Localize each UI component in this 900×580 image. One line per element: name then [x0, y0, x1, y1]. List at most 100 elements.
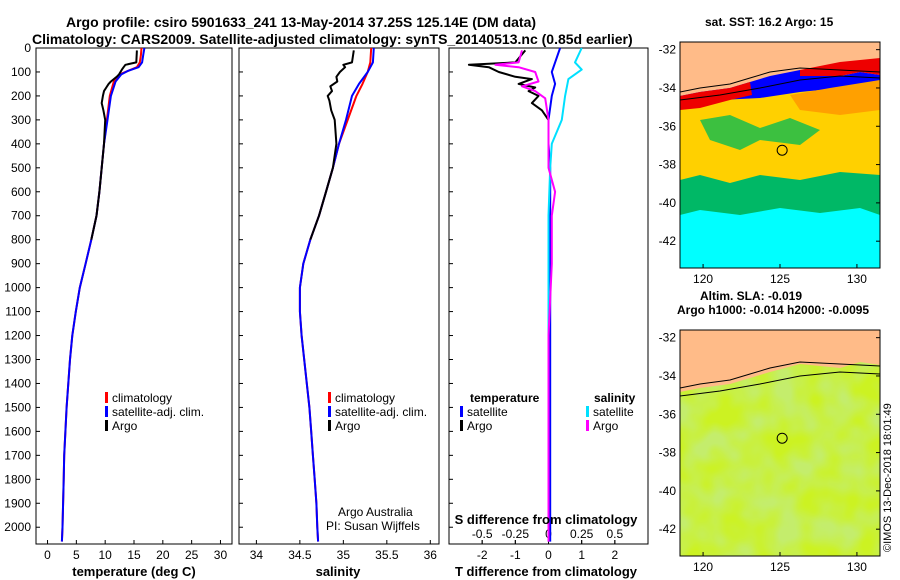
depth-tick-label: 200 [11, 89, 31, 103]
legend-label-sal-argo: Argo [593, 419, 619, 433]
depth-tick-label: 900 [11, 257, 31, 271]
temperature-panel: 0100200300400500600700800900100011001200… [4, 41, 233, 579]
figure-title-line-1: Argo profile: csiro 5901633_241 13-May-2… [66, 14, 536, 30]
salinity-panel: 34 34.5 35 35.5 36 salinity climatology sate… [238, 47, 440, 579]
x-tick-label: -0.25 [502, 527, 530, 541]
legend-swatch-argo [328, 420, 331, 431]
depth-tick-label: 400 [11, 137, 31, 151]
series-line-argo [90, 50, 138, 240]
series-line-salinity-argo [494, 50, 557, 542]
sla-map-panel: Altim. SLA: -0.019 Argo h1000: -0.014 h2… [659, 289, 881, 574]
lon-tick-label: 130 [847, 560, 867, 574]
depth-tick-label: 500 [11, 161, 31, 175]
salinity-axis-label: salinity [316, 564, 362, 579]
sla-longitude-ticks: 120 125 130 [693, 552, 867, 574]
legend-swatch-argo [105, 420, 108, 431]
sla-map-image [680, 330, 880, 556]
x-tick-label: 25 [185, 548, 199, 562]
depth-tick-label: 800 [11, 233, 31, 247]
depth-tick-label: 1800 [4, 472, 31, 486]
temperature-series [60, 47, 146, 542]
sla-map-title: Altim. SLA: -0.019 [700, 289, 802, 303]
lat-tick-label: -42 [659, 234, 677, 248]
depth-tick-label: 1400 [4, 376, 31, 390]
x-tick-label: 20 [156, 548, 170, 562]
x-tick-label: 0.5 [606, 527, 623, 541]
legend-label-climatology: climatology [335, 391, 395, 405]
depth-axis-ticks: 0 100 200 300 400 500 600 700 800 900 1000 1100 1200… [4, 41, 40, 534]
x-tick-label: 15 [127, 548, 141, 562]
depth-tick-label: 1100 [5, 305, 31, 319]
depth-tick-label: 1300 [4, 352, 31, 366]
lat-tick-label: -36 [659, 119, 677, 133]
x-tick-label: -1 [510, 548, 521, 562]
lon-tick-label: 130 [847, 272, 867, 286]
annotation-argo-australia: Argo Australia [338, 505, 413, 519]
x-tick-label: 1 [578, 548, 585, 562]
salinity-depth-ticks [239, 47, 243, 528]
x-tick-label: 36 [424, 548, 438, 562]
sla-map-subtitle: Argo h1000: -0.014 h2000: -0.0095 [677, 303, 869, 317]
x-tick-label: -2 [477, 548, 488, 562]
s-difference-axis-label: S difference from climatology [455, 512, 639, 527]
lat-tick-label: -38 [659, 446, 677, 460]
temperature-axis-ticks: 0 5 10 15 20 25 30 [44, 540, 227, 562]
temperature-legend: climatology satellite-adj. clim. Argo [105, 391, 204, 433]
legend-swatch-climatology [105, 392, 108, 403]
lat-tick-label: -32 [659, 43, 677, 57]
difference-panel: -2 -1 0 1 2 -0.5 -0.25 0 0.25 0.5 T difference f… [448, 47, 649, 579]
lon-tick-label: 120 [693, 560, 713, 574]
depth-tick-label: 1200 [4, 329, 31, 343]
argo-location-marker [776, 144, 788, 156]
x-tick-label: 2 [611, 548, 618, 562]
temperature-plot-frame [35, 47, 233, 545]
x-tick-label: 34 [250, 548, 264, 562]
annotation-pi-name: PI: Susan Wijffels [326, 519, 420, 533]
legend-label-temp-argo: Argo [467, 419, 493, 433]
legend-swatch-climatology [328, 392, 331, 403]
legend-header-salinity: salinity [594, 391, 636, 405]
depth-tick-label: 100 [11, 65, 31, 79]
depth-tick-label: 0 [24, 41, 31, 55]
x-tick-label: 5 [73, 548, 80, 562]
series-line-argo [309, 50, 355, 241]
legend-label-satellite: satellite-adj. clim. [335, 405, 427, 419]
depth-tick-label: 600 [11, 185, 31, 199]
legend-label-argo: Argo [335, 419, 361, 433]
salinity-axis-ticks: 34 34.5 35 35.5 36 [250, 540, 438, 562]
depth-tick-label: 1500 [4, 400, 31, 414]
lat-tick-label: -40 [659, 196, 677, 210]
lon-tick-label: 125 [770, 560, 790, 574]
sst-map-title: sat. SST: 16.2 Argo: 15 [705, 15, 834, 29]
legend-swatch-satellite [105, 406, 108, 417]
temperature-axis-label: temperature (deg C) [72, 564, 196, 579]
legend-label-temp-satellite: satellite [467, 405, 508, 419]
sla-latitude-ticks: -32 -34 -36 -38 -40 -42 [659, 331, 880, 536]
x-tick-label: 35 [337, 548, 351, 562]
difference-depth-ticks [449, 47, 453, 528]
legend-swatch-satellite [328, 406, 331, 417]
legend-label-argo: Argo [112, 419, 138, 433]
legend-swatch-sal-argo [586, 420, 589, 431]
lon-tick-label: 125 [770, 272, 790, 286]
x-tick-label: 35.5 [375, 548, 399, 562]
difference-series [467, 47, 583, 542]
depth-tick-label: 700 [11, 209, 31, 223]
depth-tick-label: 300 [11, 113, 31, 127]
x-tick-label: 0.25 [570, 527, 594, 541]
x-tick-label: -0.5 [472, 527, 493, 541]
lon-tick-label: 120 [693, 272, 713, 286]
salinity-plot-frame [238, 47, 440, 545]
temperature-difference-legend: temperature satellite Argo [460, 391, 540, 433]
x-tick-label: 30 [214, 548, 228, 562]
sst-latitude-ticks: -32 -34 -36 -38 -40 -42 [659, 43, 880, 248]
salinity-legend: climatology satellite-adj. clim. Argo [328, 391, 427, 433]
lat-tick-label: -40 [659, 484, 677, 498]
lat-tick-label: -34 [659, 81, 677, 95]
legend-label-sal-satellite: satellite [593, 405, 634, 419]
lat-tick-label: -38 [659, 158, 677, 172]
x-tick-label: 34.5 [288, 548, 312, 562]
sst-map-image [680, 42, 880, 268]
salinity-series [298, 47, 375, 542]
